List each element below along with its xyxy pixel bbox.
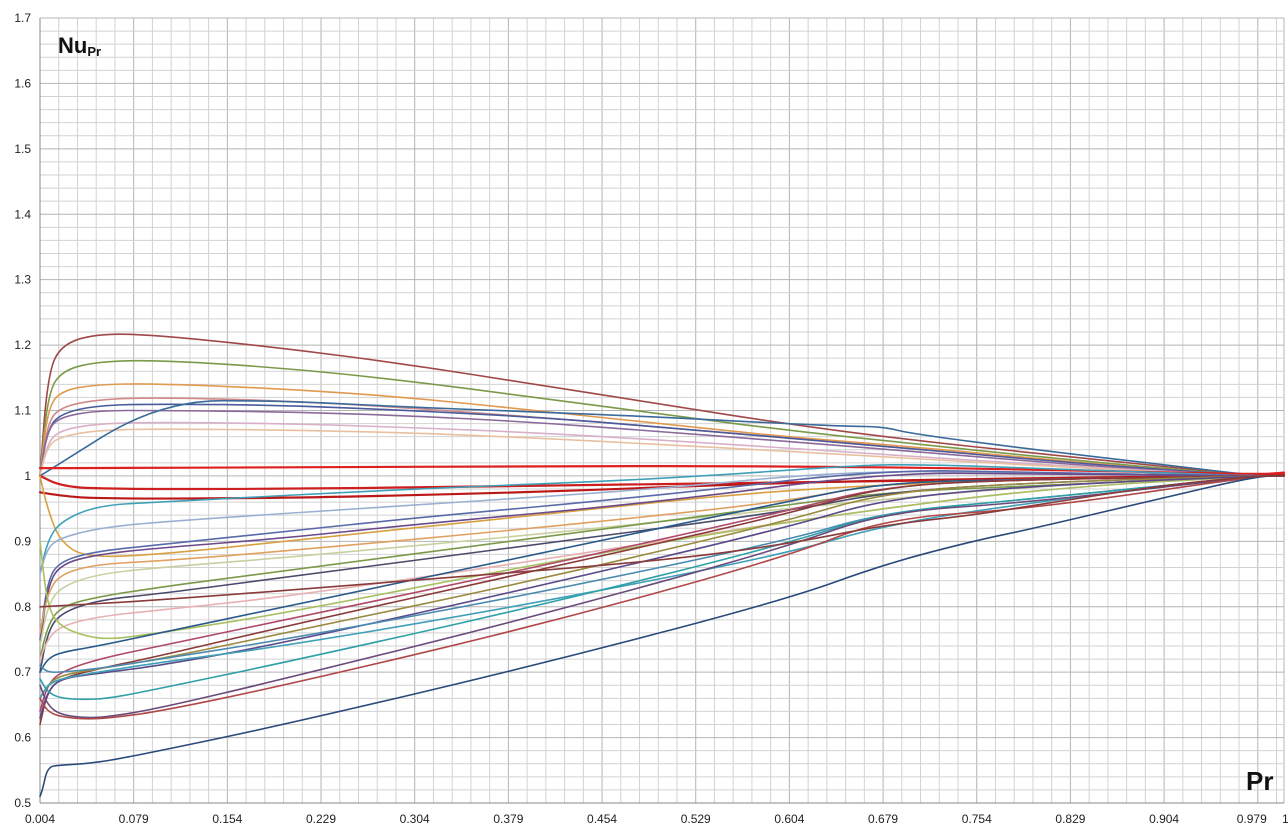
x-tick-label: 0.004 (25, 812, 55, 826)
y-tick-label: 1.5 (14, 142, 31, 156)
y-tick-label: 1.6 (14, 76, 31, 90)
series-line-8 (39, 428, 1285, 477)
x-tick-label: 0.454 (587, 812, 617, 826)
series-line-20 (39, 475, 1285, 660)
x-tick-label: 1 (1282, 812, 1288, 826)
x-tick-labels: 0.004 0.079 0.154 0.229 0.304 0.379 0.454 0.529… (25, 812, 1288, 826)
series-line-14 (39, 463, 1285, 575)
x-tick-label: 0.604 (774, 812, 804, 826)
y-tick-label: 0.5 (14, 796, 31, 810)
y-tick-label: 1.4 (14, 207, 31, 221)
x-tick-label: 0.379 (493, 812, 523, 826)
y-tick-label: 0.9 (14, 534, 31, 548)
y-axis-title: NuPr (58, 33, 101, 59)
series-line-28 (39, 475, 1285, 719)
x-tick-label: 0.154 (212, 812, 242, 826)
series-line-1 (39, 333, 1285, 477)
series-line-27 (39, 475, 1285, 700)
series-group (38, 333, 1286, 798)
series-line-31 (39, 475, 1285, 701)
y-tick-label: 1.2 (14, 338, 31, 352)
series-line-12 (38, 474, 1286, 500)
y-tick-labels: 0.5 0.6 0.7 0.8 0.9 1 1.1 1.2 1.3 1.4 1.5 1.6 1.7 (14, 11, 31, 810)
series-line-32 (39, 475, 1285, 719)
x-tick-label: 0.829 (1055, 812, 1085, 826)
y-tick-label: 1.1 (14, 404, 31, 418)
x-tick-label: 0.079 (119, 812, 149, 826)
y-tick-label: 1.7 (14, 11, 31, 25)
series-line-6 (39, 409, 1285, 477)
series-line-16 (39, 470, 1285, 641)
series-line-9 (39, 399, 1285, 477)
x-tick-label: 0.529 (681, 812, 711, 826)
series-line-34 (39, 475, 1285, 798)
series-line-35 (39, 475, 1285, 608)
series-line-5 (39, 403, 1285, 477)
series-line-7 (39, 421, 1285, 477)
x-tick-label: 0.979 (1237, 812, 1267, 826)
y-tick-label: 1 (24, 469, 31, 483)
x-tick-label: 0.754 (962, 812, 992, 826)
x-tick-label: 0.904 (1149, 812, 1179, 826)
series-line-3 (39, 383, 1285, 477)
y-tick-label: 0.7 (14, 665, 31, 679)
x-axis-title: Pr (1246, 766, 1273, 796)
y-tick-label: 0.6 (14, 731, 31, 745)
series-line-29 (39, 475, 1285, 700)
x-tick-label: 0.679 (868, 812, 898, 826)
y-tick-label: 0.8 (14, 600, 31, 614)
x-tick-label: 0.304 (400, 812, 430, 826)
series-line-2 (39, 359, 1285, 477)
series-line-23 (39, 475, 1285, 640)
x-tick-label: 0.229 (306, 812, 336, 826)
series-line-17 (39, 472, 1285, 647)
y-tick-label: 1.3 (14, 273, 31, 287)
